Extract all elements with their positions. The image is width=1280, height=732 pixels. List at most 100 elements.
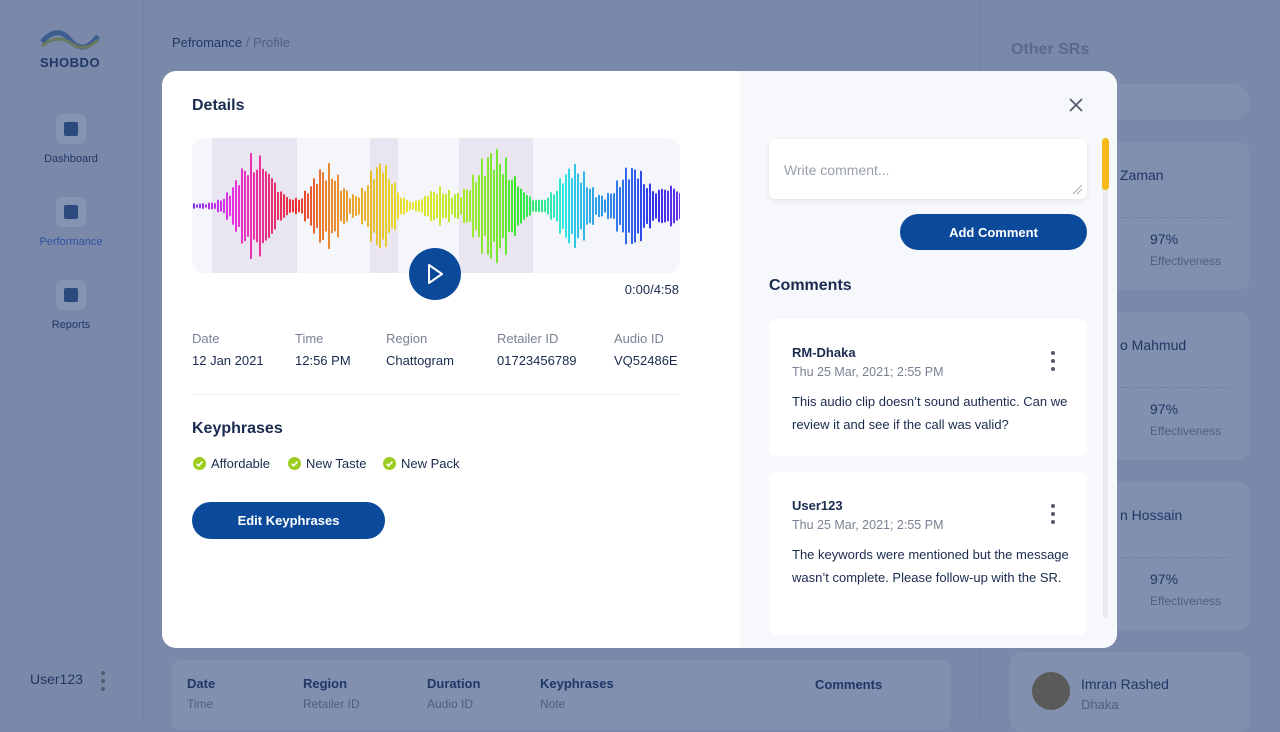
wave-bar [493,169,495,243]
wave-bar [457,192,459,220]
wave-bar [352,194,354,218]
wave-bar [259,155,261,257]
wave-bar [667,190,669,222]
wave-bar [616,180,618,232]
modal-title: Details [192,97,245,114]
wave-bar [211,202,213,210]
column-title: Region [303,676,348,691]
wave-bar [262,168,264,244]
wave-bar [373,179,375,233]
nav-label[interactable]: Dashboard [44,153,98,165]
play-icon [428,264,443,284]
wave-bar [559,178,561,234]
sr-score: 97% [1150,231,1179,247]
keyphrase: New Pack [401,456,460,471]
wave-bar [670,185,672,227]
wave-bar [328,162,330,250]
wave-bar [361,187,363,225]
wave-bar [655,193,657,219]
wave-bar [223,198,225,214]
wave-bar [430,190,432,222]
user-menu[interactable] [101,671,105,695]
wave-bar [247,175,249,237]
wave-bar [628,179,630,233]
wave-bar [391,183,393,229]
column-sub: Time [187,697,214,711]
column-sub: Retailer ID [303,697,360,711]
comment-text: This audio clip doesn’t sound authentic.… [792,394,1068,432]
sr-score-label: Effectiveness [1150,254,1222,268]
wave-bar [235,180,237,232]
wave-bar [277,191,279,221]
wave-bar [292,199,294,213]
wave-bar [214,202,216,210]
wave-bar [445,193,447,219]
wave-bar [649,183,651,229]
close-button[interactable] [1068,97,1084,113]
wave-bar [622,179,624,233]
add-comment-button[interactable]: Add Comment [900,214,1087,250]
sr-name: Imran Rashed [1081,676,1169,692]
wave-bar [364,190,366,222]
nav-icon-glyph [64,122,78,136]
wave-bar [679,192,680,220]
wave-bar [598,194,600,218]
wave-bar [640,170,642,242]
scrollbar-thumb[interactable] [1102,138,1109,190]
nav-label[interactable]: Performance [39,236,103,248]
wave-bar [355,196,357,216]
wave-bar [304,190,306,222]
wave-bar [286,196,288,216]
wave-bar [583,171,585,241]
comment-menu[interactable] [1051,504,1055,528]
comment-menu[interactable] [1051,351,1055,375]
wave-bar [385,164,387,248]
wave-bar [484,175,486,237]
breadcrumb-current: Profile [252,35,290,50]
field-value: 12 Jan 2021 [192,353,264,368]
table-comments: Comments [815,677,883,692]
keyphrase: New Taste [306,456,367,471]
sr-divider [1120,557,1228,558]
wave-bar [268,173,270,239]
wave-bar [619,186,621,226]
sr-score: 97% [1150,401,1179,417]
wave-bar [499,163,501,249]
column-title: Date [187,676,216,691]
comment-date: Thu 25 Mar, 2021; 2:55 PM [792,518,944,532]
play-button[interactable] [409,248,461,300]
wave-bar [595,197,597,215]
comment-input[interactable]: Write comment... [769,139,1087,199]
wave-bar [658,189,660,223]
breadcrumb-parent[interactable]: Pefromance [172,35,243,50]
wave-bar [379,163,381,249]
wave-bar [319,169,321,243]
wave-bar [253,172,255,240]
check-icon [193,457,206,470]
wave-bar [388,178,390,234]
wave-bar [643,183,645,229]
keyphrases-title: Keyphrases [192,420,283,437]
wave-bar [301,198,303,214]
wave-bar [202,203,204,209]
user-name[interactable]: User123 [30,671,83,687]
wave-bar [505,157,507,255]
wave-bar [541,199,543,213]
logo-text: SHOBDO [40,55,101,70]
wave-bar [199,203,201,209]
field-value: VQ52486E [614,353,678,368]
nav-label[interactable]: Reports [51,319,91,331]
edit-keyphrases-button[interactable]: Edit Keyphrases [192,502,385,539]
wave-bar [307,193,309,219]
wave-bar [601,195,603,217]
modal: Details 0:00/4:58 Date 12 Jan 2021 Time 12:… [162,71,1117,648]
wave-bar [250,152,252,260]
wave-bar [427,195,429,217]
wave-bar [322,171,324,241]
wave-bar [529,196,531,216]
wave-bar [532,200,534,212]
sr-score-label: Effectiveness [1150,424,1222,438]
other-srs-title: Other SRs [1011,41,1090,58]
wave-bar [238,184,240,228]
field-label: Date [192,331,220,346]
